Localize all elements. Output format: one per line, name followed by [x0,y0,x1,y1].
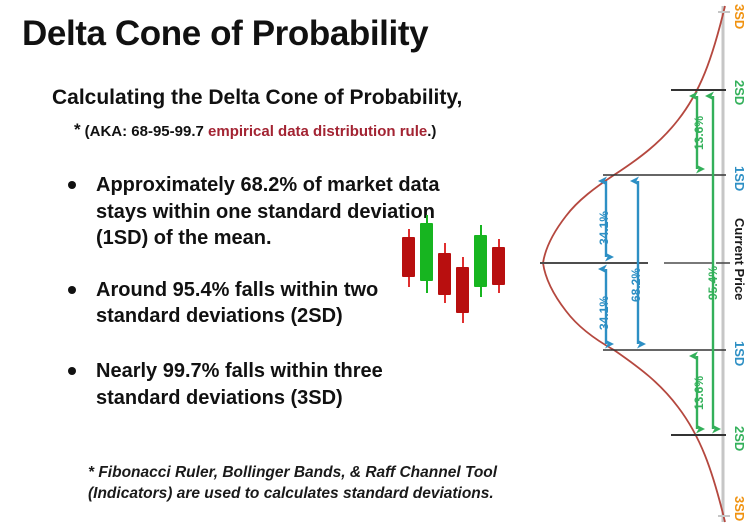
candle-body [420,223,433,281]
asterisk-marker: * [74,120,81,139]
bullet-text: Nearly 99.7% falls within three standard… [96,359,383,409]
footnote: * Fibonacci Ruler, Bollinger Bands, & Ra… [88,464,498,503]
bullet-dot-icon [68,285,76,294]
candle-bar [438,215,451,345]
annotation-34-1-lower: 34.1% [597,295,611,330]
axis-label-current-price: Current Price [732,218,747,301]
bullet-text: Approximately 68.2% of market data stays… [96,174,440,250]
candle-bar [456,215,469,345]
candle-bar [492,215,505,345]
bell-curve-path [542,5,726,523]
list-item: Nearly 99.7% falls within three standard… [62,358,462,411]
candle-bar [474,215,487,345]
candlestick-chart [398,215,508,345]
annotation-95-4: 95.4% [706,265,720,300]
candle-body [402,237,415,277]
aka-prefix: (AKA: 68-95-99.7 [84,123,209,140]
aka-suffix: .) [427,123,437,140]
candle-body [492,247,505,285]
page-title: Delta Cone of Probability [22,14,429,53]
candle-bar [420,215,433,345]
bullet-list: Approximately 68.2% of market data stays… [62,172,462,436]
list-item: Around 95.4% falls within two standard d… [62,277,462,330]
candle-bar [402,215,415,345]
axis-label-1sd-upper: 1SD [732,166,747,192]
bullet-dot-icon [68,366,76,375]
aka-note: * (AKA: 68-95-99.7 empirical data distrib… [74,120,436,140]
aka-highlight: empirical data distribution rule [208,123,428,140]
list-item: Approximately 68.2% of market data stays… [62,172,462,252]
bullet-dot-icon [68,181,76,189]
axis-label-3sd-lower: 3SD [732,496,747,522]
candle-body [438,253,451,295]
annotation-34-1-upper: 34.1% [597,210,611,245]
candle-body [474,235,487,287]
candle-body [456,267,469,313]
axis-label-2sd-upper: 2SD [732,80,747,106]
annotation-68-2: 68.2% [629,267,643,302]
axis-label-1sd-lower: 1SD [732,341,747,367]
annotation-13-6-upper: 13.6% [692,115,706,150]
subtitle: Calculating the Delta Cone of Probabilit… [52,86,463,109]
annotation-13-6-lower: 13.6% [692,375,706,410]
axis-label-3sd-upper: 3SD [732,4,747,30]
bullet-text: Around 95.4% falls within two standard d… [96,278,379,328]
axis-label-2sd-lower: 2SD [732,426,747,452]
